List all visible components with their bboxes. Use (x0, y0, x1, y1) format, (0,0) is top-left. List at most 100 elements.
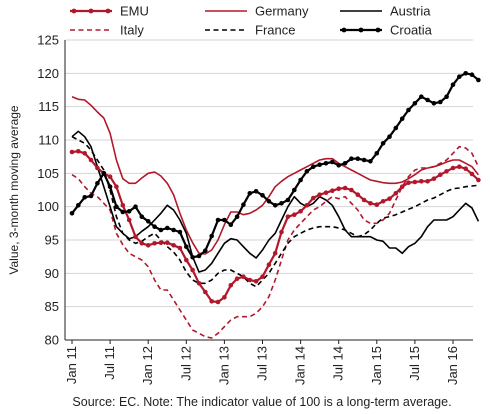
legend: EMU Germany Austria Italy France Croatia (70, 4, 433, 38)
x-tick-label: Jan 13 (216, 346, 231, 385)
y-tick-label: 80 (45, 333, 59, 348)
source-note: Source: EC. Note: The indicator value of… (72, 395, 451, 409)
data-point (444, 94, 449, 99)
data-point (450, 82, 456, 87)
data-point (228, 283, 234, 288)
data-point (330, 159, 335, 165)
data-point (101, 171, 107, 176)
data-point (215, 299, 221, 305)
data-point (431, 101, 437, 106)
data-point (431, 176, 437, 181)
data-point (234, 276, 240, 282)
data-point (342, 161, 348, 166)
y-tick-label: 120 (37, 66, 59, 81)
data-point (203, 248, 208, 253)
data-point (336, 186, 342, 191)
data-point (387, 196, 392, 201)
data-point (272, 251, 278, 256)
legend-label: Croatia (390, 23, 433, 38)
y-tick-label: 115 (38, 99, 59, 114)
data-point (241, 274, 246, 280)
data-point (266, 199, 272, 204)
data-point (260, 274, 265, 280)
data-point (311, 164, 316, 169)
series-croatia (69, 71, 481, 260)
data-point (253, 279, 259, 284)
data-point (323, 161, 329, 166)
data-point (317, 162, 322, 167)
data-point (361, 157, 367, 163)
data-point (476, 177, 481, 183)
data-point (133, 204, 138, 209)
data-point (196, 281, 202, 286)
data-point (95, 181, 100, 186)
axes: 80 85 90 95 100 105 110 115 120 125 Jan 11 Jul 11 Ja… (37, 33, 473, 385)
data-point (184, 244, 189, 249)
legend-item-croatia: Croatia (340, 23, 433, 38)
data-point (374, 151, 380, 156)
data-point (380, 141, 386, 146)
legend-marker (358, 27, 364, 33)
data-point (425, 179, 430, 184)
data-point (203, 289, 208, 295)
data-point (279, 229, 284, 235)
data-point (419, 94, 424, 99)
series-line-germany (71, 95, 480, 255)
x-tick-label: Jan 16 (445, 346, 460, 385)
data-point (304, 203, 310, 208)
data-point (69, 149, 75, 155)
data-point (349, 187, 354, 193)
series-line-france (71, 135, 479, 288)
data-point (285, 197, 291, 203)
x-tick-label: Jul 15 (407, 346, 422, 381)
x-tick-label: Jan 15 (369, 346, 384, 385)
y-tick-label: 100 (37, 199, 59, 214)
data-point (247, 191, 253, 196)
data-point (380, 199, 386, 204)
data-point (165, 225, 170, 231)
legend-item-emu: EMU (70, 4, 149, 19)
data-point (292, 187, 297, 193)
y-tick-label: 95 (45, 233, 59, 248)
data-point (342, 185, 348, 191)
data-point (425, 97, 430, 103)
x-tick-label: Jan 14 (293, 346, 308, 385)
legend-label: EMU (120, 4, 149, 19)
data-point (241, 202, 246, 207)
x-tick-label: Jul 12 (178, 346, 193, 381)
data-point (266, 262, 272, 268)
data-point (228, 222, 234, 227)
x-tick-label: Jul 14 (331, 346, 346, 381)
data-point (463, 166, 469, 171)
data-point (419, 179, 424, 184)
data-point (463, 71, 469, 76)
data-point (323, 190, 329, 195)
data-point (139, 214, 145, 219)
data-point (145, 219, 151, 224)
data-point (152, 241, 157, 246)
legend-label: Italy (120, 23, 144, 38)
data-point (158, 227, 164, 233)
legend-marker (88, 8, 94, 14)
data-point (171, 243, 176, 248)
data-point (184, 257, 189, 263)
data-point (457, 164, 462, 169)
data-point (476, 77, 481, 83)
data-point (76, 203, 81, 208)
data-point (317, 192, 322, 197)
x-tick-label: Jul 11 (102, 346, 117, 380)
data-point (158, 240, 164, 245)
data-point (234, 214, 240, 219)
data-point (177, 229, 183, 235)
data-point (311, 195, 316, 201)
data-point (209, 233, 214, 239)
data-point (190, 254, 195, 260)
data-point (304, 169, 310, 174)
data-point (298, 209, 303, 214)
data-point (133, 234, 138, 239)
data-point (399, 184, 405, 189)
data-point (120, 203, 126, 208)
data-point (272, 203, 278, 208)
data-point (355, 192, 361, 197)
